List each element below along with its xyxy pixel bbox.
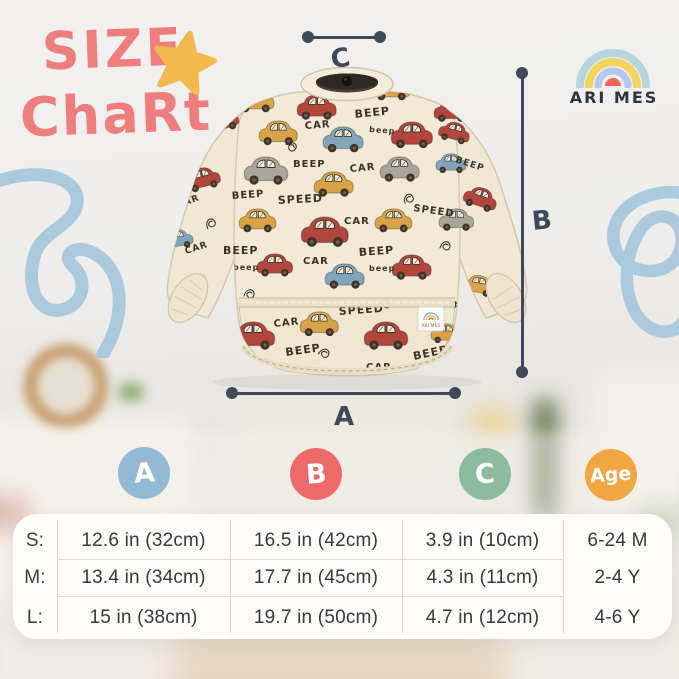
- table-row: S: 12.6 in (32cm) 16.5 in (42cm) 3.9 in …: [13, 514, 672, 563]
- bib-print-word: CAR: [303, 256, 329, 267]
- squiggle-doodle-left-icon: [0, 168, 126, 358]
- table-divider-vertical: [563, 520, 564, 633]
- bib-cuffs: [167, 272, 527, 324]
- table-divider-horizontal: [57, 596, 563, 597]
- measure-dot: [449, 387, 461, 399]
- brand-name: ARI MES: [569, 88, 659, 107]
- size-label: S:: [25, 529, 45, 551]
- column-badge-c: C: [459, 448, 511, 500]
- column-badge-age: Age: [585, 449, 637, 501]
- measure-line-a: [232, 392, 455, 395]
- tag-brand-text: ARI MES: [422, 323, 441, 328]
- measure-label-a: A: [334, 402, 355, 432]
- column-badge-b: B: [290, 448, 342, 500]
- pocket-seam: [239, 297, 455, 308]
- measure-line-c: [308, 36, 380, 39]
- badge-b-label: B: [304, 457, 328, 491]
- measure-line-b: [521, 73, 524, 373]
- column-badge-a: A: [118, 447, 170, 499]
- swirl-doodle-icon: [394, 72, 404, 80]
- bib-product-illustration: BEEP CAR beep BEEP CAR BEEP BEEP SPEED C…: [166, 66, 528, 390]
- badge-a-label: A: [132, 456, 156, 490]
- bib-brand-tag: ARI MES: [417, 306, 445, 332]
- hem-binding: [240, 344, 454, 375]
- table-divider-vertical: [57, 520, 58, 633]
- bib-print-word: CAR: [273, 316, 300, 330]
- cell-age: 2-4 Y: [594, 566, 641, 588]
- car-icon: [236, 90, 275, 113]
- bib-collar: [300, 66, 394, 102]
- badge-age-label: Age: [589, 462, 633, 488]
- cell-c: 3.9 in (10cm): [425, 529, 540, 551]
- cell-a: 15 in (38cm): [89, 606, 198, 628]
- measure-label-c: C: [328, 42, 353, 76]
- car-icon: [433, 99, 470, 123]
- bib-print-word: BEEP: [231, 189, 264, 202]
- cell-b: 19.7 in (50cm): [253, 606, 379, 628]
- measure-label-b: B: [530, 205, 554, 237]
- rainbow-logo-icon: [576, 49, 650, 88]
- measure-dot: [302, 31, 314, 43]
- table-divider-vertical: [230, 520, 231, 633]
- cell-c: 4.7 in (12cm): [425, 606, 540, 628]
- table-divider-horizontal: [57, 559, 563, 560]
- table-row: L: 15 in (38cm) 19.7 in (50cm) 4.7 in (1…: [13, 596, 672, 639]
- collar-snap-button: [341, 75, 353, 87]
- blur-toy: [470, 408, 516, 438]
- bib-print-word: BEEP: [223, 244, 258, 257]
- cell-age: 6-24 M: [587, 529, 648, 551]
- bib-print-word: CAR: [349, 162, 376, 175]
- size-table: S: 12.6 in (32cm) 16.5 in (42cm) 3.9 in …: [13, 514, 672, 639]
- measure-dot: [516, 366, 528, 378]
- size-label: L:: [26, 606, 44, 628]
- blur-plant-small: [118, 382, 144, 402]
- cell-b: 16.5 in (42cm): [253, 529, 379, 551]
- bib-print-word: SPEED: [277, 192, 323, 207]
- measure-dot: [226, 387, 238, 399]
- table-row: M: 13.4 in (34cm) 17.7 in (45cm) 4.3 in …: [13, 559, 672, 596]
- measure-dot: [516, 67, 528, 79]
- cell-age: 4-6 Y: [594, 606, 641, 628]
- table-divider-vertical: [402, 520, 403, 633]
- bib-print-word: BEEP: [354, 104, 391, 121]
- cell-a: 13.4 in (34cm): [81, 566, 206, 588]
- swirl-doodle-icon: [270, 77, 282, 87]
- bib-print-word: BEEP: [293, 159, 326, 170]
- cell-c: 4.3 in (11cm): [426, 566, 539, 588]
- bib-print-word: beep: [369, 125, 396, 136]
- bib-print-word: BEEP: [285, 341, 322, 359]
- blur-plant-tall: [532, 398, 558, 518]
- bib-print-word: beep: [369, 264, 395, 273]
- bib-print-word: beep: [233, 263, 259, 272]
- measure-dot: [374, 31, 386, 43]
- bib-print-word: CAR: [344, 216, 370, 227]
- squiggle-doodle-right-icon: [607, 185, 679, 338]
- bib-print-word: BEEP: [358, 244, 394, 259]
- bib-print-word: CAR: [304, 119, 330, 132]
- cell-a: 12.6 in (32cm): [81, 529, 206, 551]
- size-label: M:: [24, 566, 46, 588]
- star-icon: [154, 30, 217, 96]
- cell-b: 17.7 in (45cm): [253, 566, 379, 588]
- badge-c-label: C: [474, 457, 496, 491]
